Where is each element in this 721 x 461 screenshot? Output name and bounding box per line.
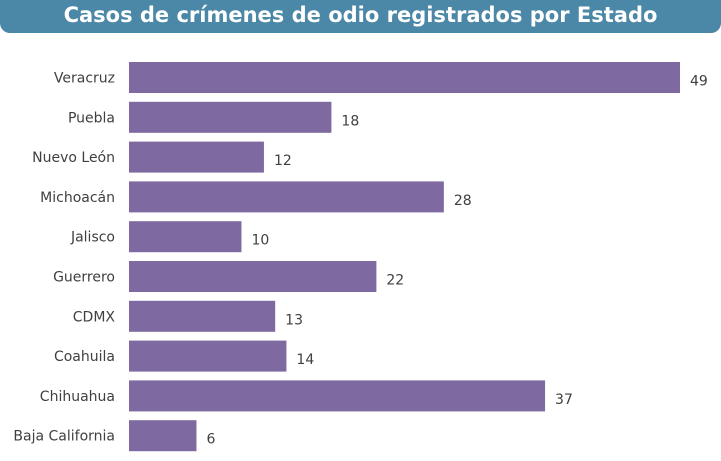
bar: [129, 181, 444, 213]
data-label: 14: [296, 352, 314, 368]
chart-title: Casos de crímenes de odio registrados po…: [0, 0, 721, 33]
category-label: Guerrero: [53, 270, 115, 286]
data-label: 28: [454, 193, 472, 209]
bar: [129, 141, 264, 173]
data-label: 13: [285, 312, 303, 328]
category-label: Coahuila: [54, 349, 115, 365]
data-label: 12: [274, 153, 292, 169]
bar: [129, 221, 242, 253]
data-label: 49: [690, 74, 708, 90]
data-label: 18: [341, 113, 359, 129]
category-label: Puebla: [68, 110, 115, 126]
bar: [129, 420, 197, 452]
bar: [129, 340, 287, 372]
category-label: Chihuahua: [40, 389, 115, 405]
category-label: Veracruz: [54, 71, 115, 87]
bar: [129, 62, 680, 93]
data-label: 22: [386, 273, 404, 289]
category-label: CDMX: [73, 309, 116, 325]
category-label: Nuevo León: [32, 150, 115, 166]
category-label: Jalisco: [70, 230, 115, 246]
data-label: 10: [251, 233, 269, 249]
data-label: 6: [206, 432, 215, 448]
category-label: Baja California: [13, 429, 115, 445]
data-label: 37: [555, 392, 573, 408]
bar: [129, 300, 276, 332]
bar: [129, 101, 332, 133]
category-label: Michoacán: [40, 190, 115, 206]
bar: [129, 261, 377, 292]
bar: [129, 380, 546, 412]
